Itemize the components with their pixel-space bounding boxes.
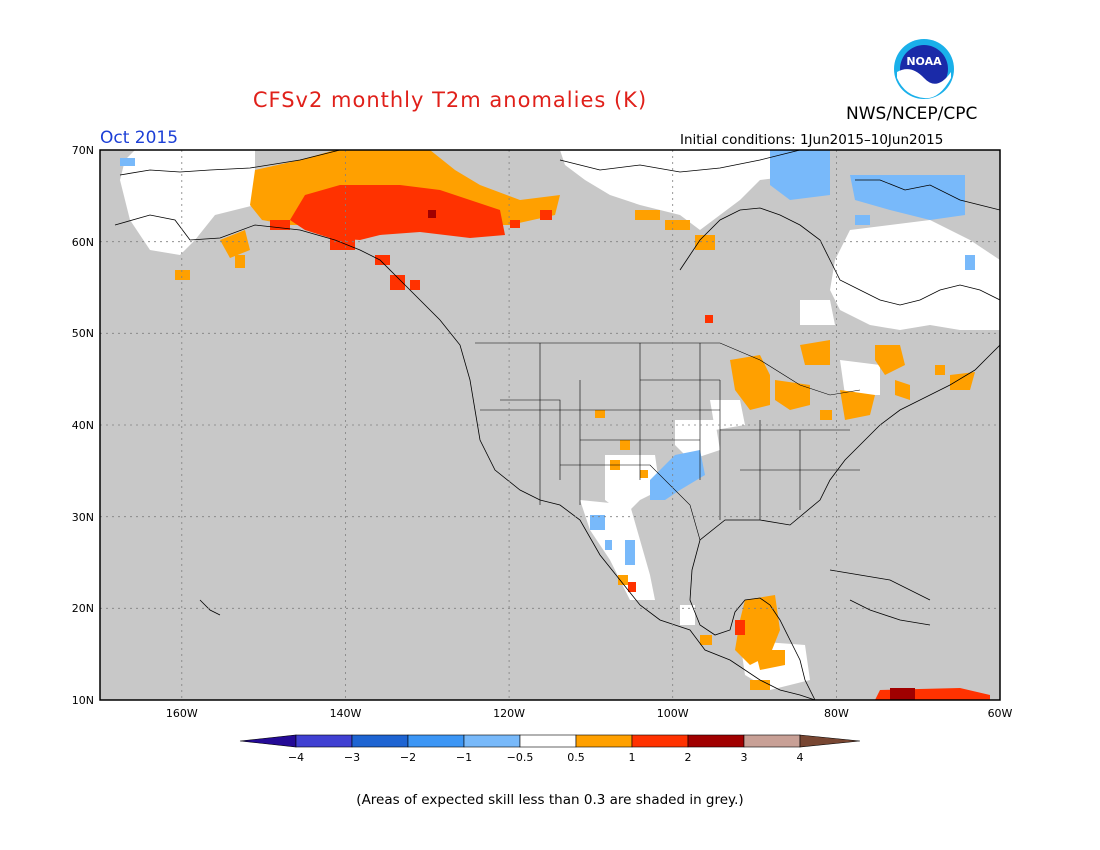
graticule	[100, 150, 1000, 700]
colorbar-label: 0.5	[567, 751, 585, 764]
lon-label: 100W	[657, 707, 689, 720]
lat-label: 20N	[72, 602, 94, 615]
longitude-labels: 160W 140W 120W 100W 80W 60W	[166, 707, 1013, 720]
colorbar-label: −4	[288, 751, 304, 764]
colorbar-label: 1	[629, 751, 636, 764]
colorbar-label: −2	[400, 751, 416, 764]
political-boundaries	[475, 342, 861, 541]
colorbar-label: −1	[456, 751, 472, 764]
lat-label: 10N	[72, 694, 94, 707]
lat-label: 60N	[72, 236, 94, 249]
lon-label: 80W	[824, 707, 849, 720]
colorbar-segment	[743, 734, 801, 748]
initial-conditions: Initial conditions: 1Jun2015–10Jun2015	[680, 132, 944, 148]
colorbar-label: 4	[797, 751, 804, 764]
colorbar-label: −3	[344, 751, 360, 764]
colorbar-segment	[799, 734, 861, 748]
anomaly-area-minus-0-5	[120, 150, 975, 565]
colorbar-segment	[631, 734, 689, 748]
colorbar-segment	[463, 734, 521, 748]
lat-label: 30N	[72, 511, 94, 524]
colorbar-segment	[351, 734, 409, 748]
colorbar-segment	[687, 734, 745, 748]
lat-label: 50N	[72, 327, 94, 340]
lon-label: 140W	[330, 707, 362, 720]
colorbar-segment	[295, 734, 353, 748]
lat-label: 40N	[72, 419, 94, 432]
noaa-logo: NOAA	[894, 39, 954, 99]
lon-label: 120W	[493, 707, 525, 720]
lat-label: 70N	[72, 144, 94, 157]
colorbar-label: 3	[741, 751, 748, 764]
colorbar-segment	[519, 734, 577, 748]
agency-label: NWS/NCEP/CPC	[846, 104, 978, 124]
lon-label: 60W	[988, 707, 1013, 720]
colorbar-labels: −4 −3 −2 −1 −0.5 0.5 1 2 3 4	[288, 751, 804, 764]
colorbar-segment	[407, 734, 465, 748]
latitude-labels: 70N 60N 50N 40N 30N 20N 10N	[72, 144, 94, 707]
skill-footnote: (Areas of expected skill less than 0.3 a…	[356, 792, 744, 808]
colorbar	[239, 734, 861, 748]
colorbar-label: −0.5	[507, 751, 534, 764]
forecast-period: Oct 2015	[100, 128, 179, 148]
anomaly-area-plus-2	[428, 210, 915, 700]
colorbar-label: 2	[685, 751, 692, 764]
logo-lettering: NOAA	[906, 55, 942, 68]
colorbar-segment	[239, 734, 297, 748]
chart-title: CFSv2 monthly T2m anomalies (K)	[252, 88, 648, 112]
lon-label: 160W	[166, 707, 198, 720]
colorbar-segment	[575, 734, 633, 748]
map-frame	[99, 149, 1001, 701]
